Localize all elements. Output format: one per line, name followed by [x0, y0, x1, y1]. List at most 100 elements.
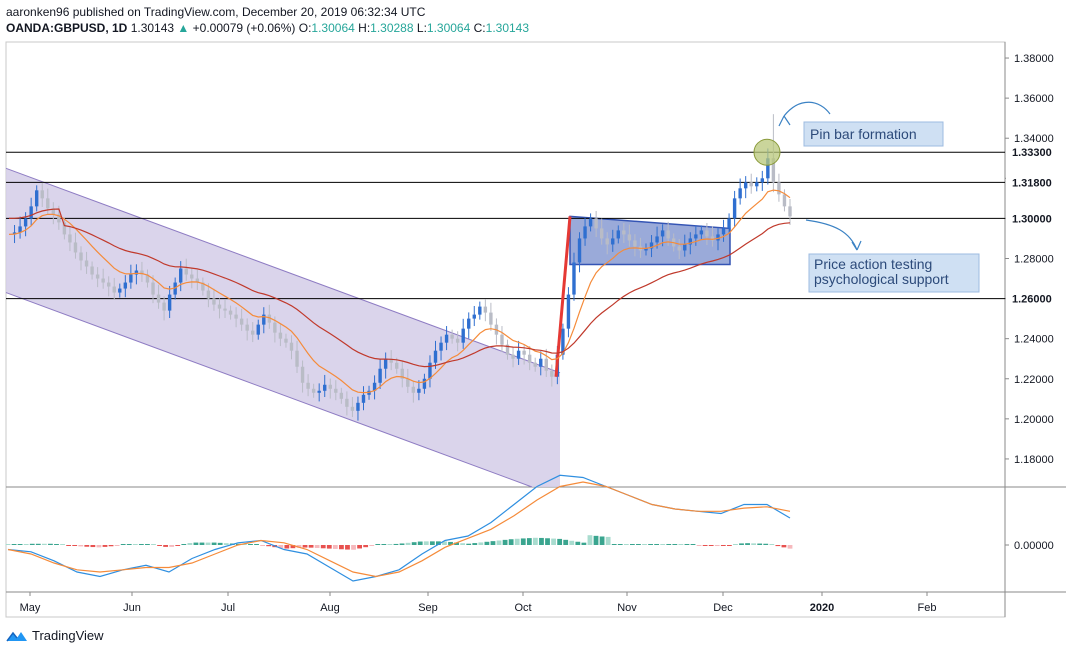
annotation-pin-bar: Pin bar formation — [810, 126, 917, 142]
histogram-bar — [726, 545, 732, 546]
candle-body — [306, 382, 310, 389]
candle-body — [766, 158, 770, 179]
histogram-bar — [48, 543, 53, 545]
histogram-bar — [17, 544, 23, 545]
candle-body — [771, 158, 776, 183]
histogram-bar — [266, 545, 272, 547]
candle-body — [289, 342, 294, 351]
histogram-bar — [708, 545, 714, 546]
histogram-bar — [557, 538, 563, 545]
histogram-bar — [157, 545, 162, 546]
candle-body — [234, 314, 238, 319]
candle-body — [455, 338, 460, 343]
histogram-bar — [248, 544, 253, 545]
candle-body — [500, 334, 504, 345]
candle-body — [62, 222, 67, 235]
candle-body — [212, 298, 216, 305]
candle-body — [577, 238, 582, 263]
candle-body — [467, 318, 471, 329]
candle-body — [95, 274, 100, 279]
histogram-bar — [478, 542, 484, 545]
histogram-bar — [551, 538, 556, 545]
key-level-tag — [1006, 173, 1066, 192]
histogram-bar — [175, 545, 181, 546]
candle-body — [79, 252, 83, 261]
histogram-bar — [454, 542, 459, 545]
candle-body — [311, 388, 316, 393]
candle-body — [328, 384, 332, 389]
x-tick-label: Sep — [418, 602, 438, 614]
candle-body — [677, 246, 681, 251]
histogram-bar — [399, 543, 405, 545]
histogram-bar — [757, 543, 763, 545]
histogram-bar — [411, 542, 417, 545]
histogram-bar — [242, 544, 247, 545]
histogram-bar — [375, 544, 381, 545]
histogram-bar — [472, 543, 478, 545]
histogram-bar — [751, 543, 757, 545]
annotation-support-line: Price action testing — [814, 256, 932, 272]
candle-body — [184, 268, 188, 275]
arrow-curve — [783, 101, 831, 117]
candle-body — [411, 386, 416, 393]
y-tick-label: 1.18000 — [1014, 454, 1054, 466]
key-level-label: 1.26000 — [1012, 294, 1052, 306]
candle-body — [422, 378, 427, 389]
candle-body — [522, 350, 526, 355]
histogram-bar — [308, 545, 314, 548]
candle-body — [228, 310, 233, 315]
histogram-bar — [623, 544, 629, 545]
x-tick-label: Nov — [617, 602, 637, 614]
arrow-icon — [778, 115, 791, 127]
candle-body — [572, 262, 576, 295]
candle-body — [760, 178, 765, 183]
histogram-bar — [569, 540, 575, 545]
histogram-bar — [223, 543, 229, 545]
low-value: 1.30064 — [426, 21, 471, 35]
candle-body — [683, 244, 687, 251]
open-label: O: — [298, 21, 312, 35]
candle-body — [372, 382, 377, 391]
candle-body — [57, 214, 61, 223]
histogram-bar — [78, 545, 84, 547]
candle-body — [777, 182, 781, 195]
last-price: 1.30143 — [130, 21, 175, 35]
histogram-bar — [575, 541, 581, 545]
candle-body — [317, 390, 321, 393]
candle-body — [284, 338, 288, 343]
candle-body — [73, 242, 78, 253]
histogram-bar — [490, 541, 496, 545]
histogram-bar — [514, 538, 520, 545]
histogram-bar — [611, 544, 617, 545]
histogram-bar — [369, 545, 375, 546]
candle-body — [428, 362, 432, 379]
histogram-bar — [181, 544, 187, 545]
histogram-bar — [696, 545, 702, 546]
candle-body — [395, 362, 399, 369]
candle-body — [18, 226, 22, 233]
candle-body — [788, 206, 792, 217]
histogram-bar — [363, 545, 369, 548]
x-tick-label: Dec — [713, 602, 733, 614]
candle-body — [107, 282, 111, 287]
candle-body — [483, 306, 488, 313]
histogram-bar — [205, 542, 211, 545]
candle-body — [699, 230, 704, 235]
candle-body — [295, 350, 299, 367]
histogram-bar — [290, 545, 296, 549]
candle-body — [644, 248, 648, 251]
low-label: L: — [416, 21, 427, 35]
candle-body — [29, 206, 33, 219]
histogram-bar — [145, 544, 150, 545]
histogram-bar — [102, 545, 108, 547]
histogram-bar — [381, 544, 387, 545]
candle-body — [649, 242, 654, 249]
candle-body — [356, 402, 360, 411]
histogram-bar — [733, 544, 738, 545]
candle-body — [256, 324, 260, 335]
x-tick-label: May — [20, 602, 41, 614]
candle-body — [145, 274, 150, 283]
histogram-bar — [217, 542, 223, 545]
candle-body — [727, 218, 731, 229]
